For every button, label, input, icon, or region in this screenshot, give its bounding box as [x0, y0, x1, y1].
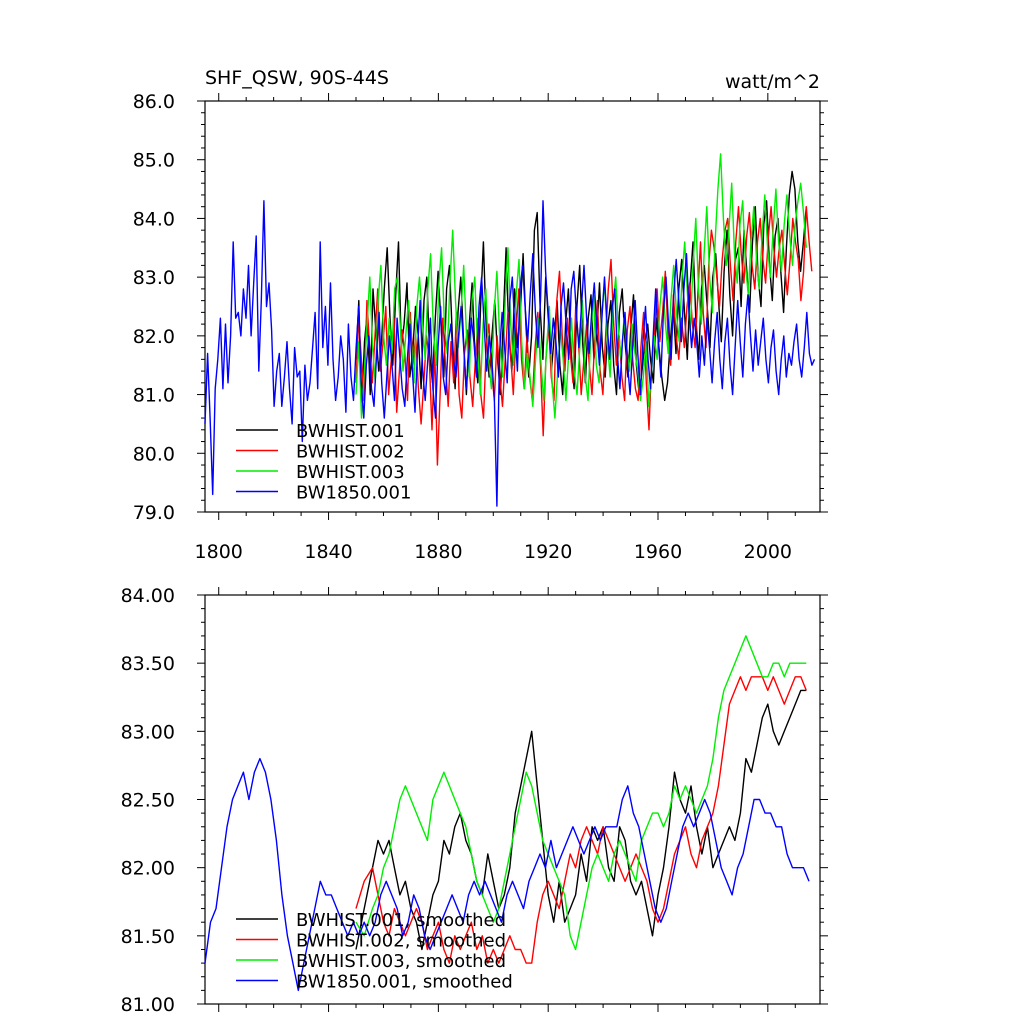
y-tick-label: 84.00	[121, 585, 175, 607]
x-tick-label: 1800	[195, 541, 243, 563]
top-plot-title: SHF_QSW, 90S-44S	[205, 67, 389, 89]
y-tick-label: 86.0	[133, 91, 175, 113]
x-tick-label: 2000	[744, 541, 792, 563]
y-tick-label: 82.00	[121, 858, 175, 880]
y-tick-label: 83.50	[121, 653, 175, 675]
legend-label-4: BW1850.001	[296, 483, 411, 504]
x-tick-label: 1840	[304, 541, 352, 563]
y-tick-label: 80.0	[133, 443, 175, 465]
legend-label-2: BWHIST.002, smoothed	[296, 931, 506, 952]
y-tick-label: 82.50	[121, 790, 175, 812]
top-plot-panel: SHF_QSW, 90S-44S watt/m^2 1800 1840 1880 19…	[133, 67, 828, 563]
legend-label-4: BW1850.001, smoothed	[296, 972, 513, 993]
y-tick-label: 82.0	[133, 326, 175, 348]
x-tick-label: 1960	[634, 541, 682, 563]
legend-label-2: BWHIST.002	[296, 442, 405, 463]
bottom-plot-panel: 81.00 81.50 82.00 82.50 83.00 83.50 84.00 BWHI…	[121, 585, 828, 1016]
legend-label-1: BWHIST.001, smoothed	[296, 910, 506, 931]
y-tick-label: 81.50	[121, 926, 175, 948]
y-tick-label: 81.00	[121, 994, 175, 1016]
series-line-2	[355, 205, 813, 466]
y-tick-label: 83.00	[121, 721, 175, 743]
series-line-4	[204, 200, 816, 507]
top-plot-units: watt/m^2	[725, 71, 820, 93]
x-tick-label: 1920	[524, 541, 572, 563]
y-tick-label: 83.0	[133, 267, 175, 289]
legend-label-1: BWHIST.001	[296, 421, 405, 442]
x-tick-label: 1880	[414, 541, 462, 563]
legend-label-3: BWHIST.003	[296, 462, 405, 483]
series-line-3	[355, 153, 807, 419]
series-line-4	[204, 757, 810, 992]
legend-label-3: BWHIST.003, smoothed	[296, 951, 506, 972]
y-tick-label: 85.0	[133, 150, 175, 172]
series-line-3	[355, 635, 807, 951]
y-tick-label: 84.0	[133, 208, 175, 230]
series-line-2	[355, 676, 807, 964]
top-plot-frame	[204, 100, 821, 513]
series-line-1	[355, 689, 807, 951]
y-tick-label: 81.0	[133, 385, 175, 407]
y-tick-label: 79.0	[133, 502, 175, 524]
